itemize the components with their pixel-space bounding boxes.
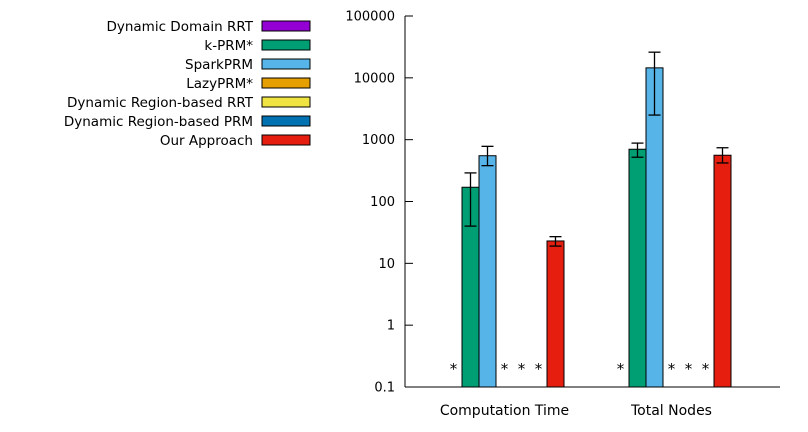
- bar: [645, 67, 664, 388]
- legend-swatch: [261, 58, 311, 70]
- missing-value-marker: *: [535, 360, 543, 378]
- x-category-label: Total Nodes: [630, 403, 712, 419]
- missing-value-marker: *: [685, 360, 693, 378]
- legend-label: Our Approach: [160, 133, 253, 149]
- legend-swatch: [261, 115, 311, 127]
- bar: [478, 155, 497, 388]
- missing-value-marker: *: [617, 360, 625, 378]
- missing-value-marker: *: [702, 360, 710, 378]
- legend-swatch: [261, 39, 311, 51]
- x-axis: Computation Time Total Nodes: [405, 386, 780, 419]
- legend-swatch: [261, 20, 311, 32]
- legend-label: Dynamic Region-based PRM: [64, 114, 253, 130]
- y-tick-label: 100: [370, 195, 395, 210]
- x-category-label: Computation Time: [440, 403, 569, 419]
- legend-label: LazyPRM*: [186, 76, 253, 92]
- legend-label: Dynamic Region-based RRT: [67, 95, 254, 111]
- legend-swatch: [261, 134, 311, 146]
- legend-label: k-PRM*: [204, 38, 253, 54]
- y-tick-label: 1000: [362, 133, 395, 148]
- bars: * * * * * * * *: [450, 51, 732, 388]
- legend-label: SparkPRM: [185, 57, 253, 73]
- legend-swatch: [261, 77, 311, 89]
- missing-value-marker: *: [450, 360, 458, 378]
- y-tick-label: 100000: [345, 10, 395, 25]
- y-tick-label: 10000: [354, 71, 395, 86]
- legend: Dynamic Domain RRT k-PRM* SparkPRM LazyPRM*…: [64, 19, 311, 149]
- y-tick-label: 1: [387, 319, 395, 334]
- y-tick-label: 10: [378, 257, 395, 272]
- y-axis: 0.1 1 10 100 1000 10000 100000: [345, 10, 413, 396]
- legend-label: Dynamic Domain RRT: [106, 19, 253, 35]
- bar: [628, 148, 647, 388]
- y-tick-label: 0.1: [374, 381, 395, 396]
- bar: [546, 240, 565, 388]
- bar: [713, 154, 732, 388]
- missing-value-marker: *: [668, 360, 676, 378]
- missing-value-marker: *: [501, 360, 509, 378]
- legend-swatch: [261, 96, 311, 108]
- missing-value-marker: *: [518, 360, 526, 378]
